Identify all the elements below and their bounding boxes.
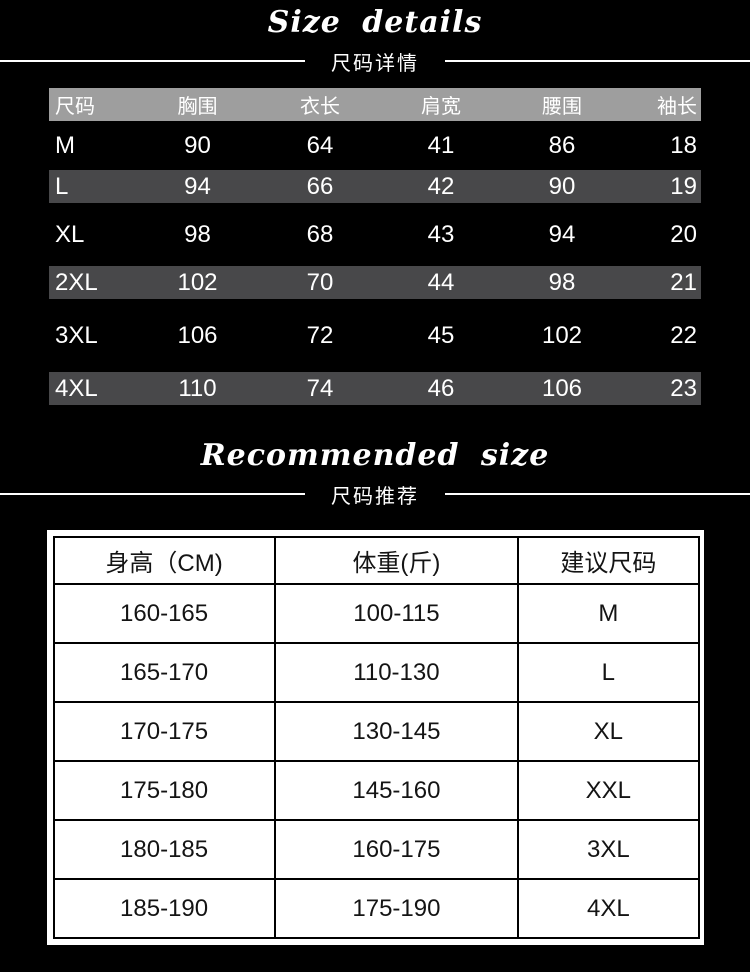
table-cell: 130-145 [273,701,520,762]
column-header: 衣长 [300,96,340,118]
table-cell: 102 [541,321,583,349]
recommend-table: 身高（CM) 体重(斤) 建议尺码 160-165 100-115 M 165-170 11… [52,536,700,939]
divider-line-left [0,60,305,62]
table-cell: 42 [427,172,455,200]
table-cell: 145-160 [273,760,520,821]
table-cell: 98 [184,220,211,248]
table-cell: 98 [548,268,576,296]
table-cell: 70 [306,268,334,296]
size-table-head: 尺码 胸围 衣长 肩宽 腰围 袖长 [49,88,701,121]
table-cell: 170-175 [52,701,276,762]
table-cell: 165-170 [52,642,276,703]
table-cell: 94 [548,220,576,248]
table-row: 165-170 110-130 L [52,642,700,703]
table-cell: 100-115 [273,583,520,644]
table-row: 3XL 106 72 45 102 22 [49,299,701,372]
table-cell: 86 [548,131,576,159]
table-cell: 90 [184,131,211,159]
recommend-table-panel: 身高（CM) 体重(斤) 建议尺码 160-165 100-115 M 165-170 11… [46,530,704,945]
table-row: 180-185 160-175 3XL [52,819,700,880]
table-cell: 46 [427,374,455,402]
table-cell: 19 [670,172,697,200]
table-cell: 44 [427,268,455,296]
table-cell: 3XL [55,321,98,349]
size-details-title-en: Size details [267,5,483,40]
table-cell: L [517,642,700,703]
divider-line-left [0,493,305,495]
table-cell: XXL [517,760,700,821]
table-cell: 175-190 [273,878,520,939]
table-cell: 72 [306,321,334,349]
size-details-subtitle-row: 尺码详情 [0,48,750,75]
table-cell: L [55,172,69,200]
table-cell: 160-165 [52,583,276,644]
column-header: 袖长 [657,96,697,118]
column-header: 尺码 [55,96,95,118]
table-cell: 23 [670,374,697,402]
recommend-table-body: 160-165 100-115 M 165-170 110-130 L 170-175 130… [52,583,700,939]
table-row: M 90 64 41 86 18 [49,121,701,170]
size-details-subtitle-zh: 尺码详情 [331,52,419,75]
column-header: 建议尺码 [517,536,700,585]
table-cell: 110-130 [273,642,520,703]
table-cell: 90 [548,172,576,200]
table-row: 170-175 130-145 XL [52,701,700,762]
table-cell: 21 [670,268,697,296]
table-row: 175-180 145-160 XXL [52,760,700,821]
table-cell: 180-185 [52,819,276,880]
table-cell: 18 [670,131,697,159]
table-cell: M [55,131,75,159]
table-cell: 94 [184,172,211,200]
table-cell: 64 [306,131,334,159]
divider-line-right [445,493,750,495]
table-row: XL 98 68 43 94 20 [49,203,701,266]
table-row: 4XL 110 74 46 106 23 [49,372,701,405]
table-cell: 4XL [517,878,700,939]
table-cell: 185-190 [52,878,276,939]
table-cell: 102 [177,268,218,296]
column-header: 肩宽 [421,96,461,118]
recommend-table-head: 身高（CM) 体重(斤) 建议尺码 [52,536,700,585]
recommended-size-subtitle-zh: 尺码推荐 [331,485,419,508]
table-cell: 2XL [55,268,98,296]
column-header: 腰围 [542,96,582,118]
divider-line-right [445,60,750,62]
table-cell: 66 [306,172,334,200]
column-header: 胸围 [177,96,218,118]
recommended-size-subtitle-row: 尺码推荐 [0,481,750,508]
size-table: 尺码 胸围 衣长 肩宽 腰围 袖长 M 90 64 41 86 18 L 94 66 42 90 19 XL 98 6… [49,88,701,405]
table-cell: 20 [670,220,697,248]
table-cell: 4XL [55,374,98,402]
recommended-size-title-en: Recommended size [200,438,550,473]
table-cell: 175-180 [52,760,276,821]
table-cell: 68 [306,220,334,248]
table-cell: 43 [427,220,455,248]
size-table-body: M 90 64 41 86 18 L 94 66 42 90 19 XL 98 68 43 94 20 2XL 102… [49,121,701,405]
table-cell: 74 [306,374,334,402]
header-row: 尺码 胸围 衣长 肩宽 腰围 袖长 [49,88,701,121]
table-cell: 106 [541,374,583,402]
table-cell: 41 [427,131,455,159]
size-chart-page: { "page": { "background": "#000000" }, "… [0,6,750,972]
table-cell: 160-175 [273,819,520,880]
table-row: 160-165 100-115 M [52,583,700,644]
column-header: 身高（CM) [52,536,276,585]
table-cell: M [517,583,700,644]
table-row: L 94 66 42 90 19 [49,170,701,203]
table-cell: 3XL [517,819,700,880]
table-row: 2XL 102 70 44 98 21 [49,266,701,299]
table-cell: XL [55,220,85,248]
recommended-size-section: Recommended size 尺码推荐 身高（CM) 体重(斤) 建议尺码 16… [0,439,750,945]
table-cell: 22 [670,321,697,349]
table-cell: 110 [178,374,217,402]
table-cell: 106 [177,321,218,349]
header-row: 身高（CM) 体重(斤) 建议尺码 [52,536,700,585]
table-cell: 45 [427,321,455,349]
table-cell: XL [517,701,700,762]
table-row: 185-190 175-190 4XL [52,878,700,939]
size-details-section: Size details 尺码详情 尺码 胸围 衣长 肩宽 腰围 袖长 M 90 64 41 86… [0,6,750,405]
column-header: 体重(斤) [273,536,520,585]
